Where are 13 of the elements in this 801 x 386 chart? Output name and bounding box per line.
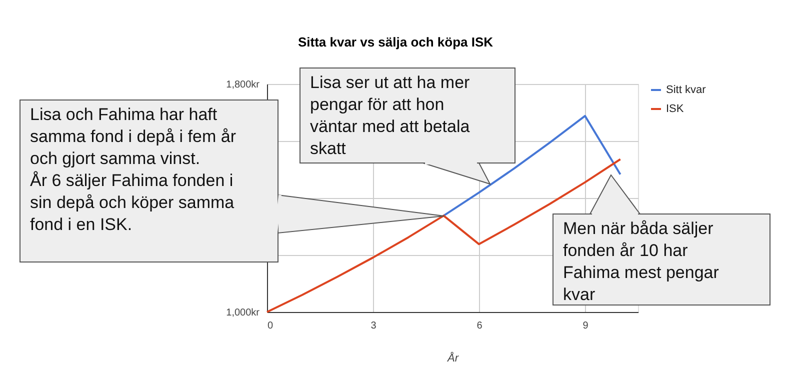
- chart-title: Sitta kvar vs sälja och köpa ISK: [298, 34, 494, 50]
- x-tick-label: 0: [268, 320, 274, 332]
- legend-label: Sitt kvar: [666, 84, 706, 96]
- annotation: Men när båda säljer fonden år 10 har Fahima mest pengar kvar: [563, 219, 720, 304]
- text: Lisa och Fahima har haft samma fond i depå i fem år och gjort samma vinst. År 6 säljer Fahima fonden i sin depå och köper samma fond i en ISK.: [30, 105, 236, 234]
- x-tick-label: 9: [582, 320, 589, 332]
- legend-label: ISK: [666, 103, 684, 115]
- y-tick-label: 1,000kr: [226, 308, 260, 318]
- annotation: Lisa ser ut att ha mer pengar för att hon väntar med att betala skatt: [310, 73, 470, 158]
- y-tick-label: 1,800kr: [226, 80, 260, 90]
- x-tick-label: 6: [476, 320, 483, 332]
- x-tick-label: 3: [370, 320, 377, 332]
- x-axis-title: År: [446, 352, 460, 364]
